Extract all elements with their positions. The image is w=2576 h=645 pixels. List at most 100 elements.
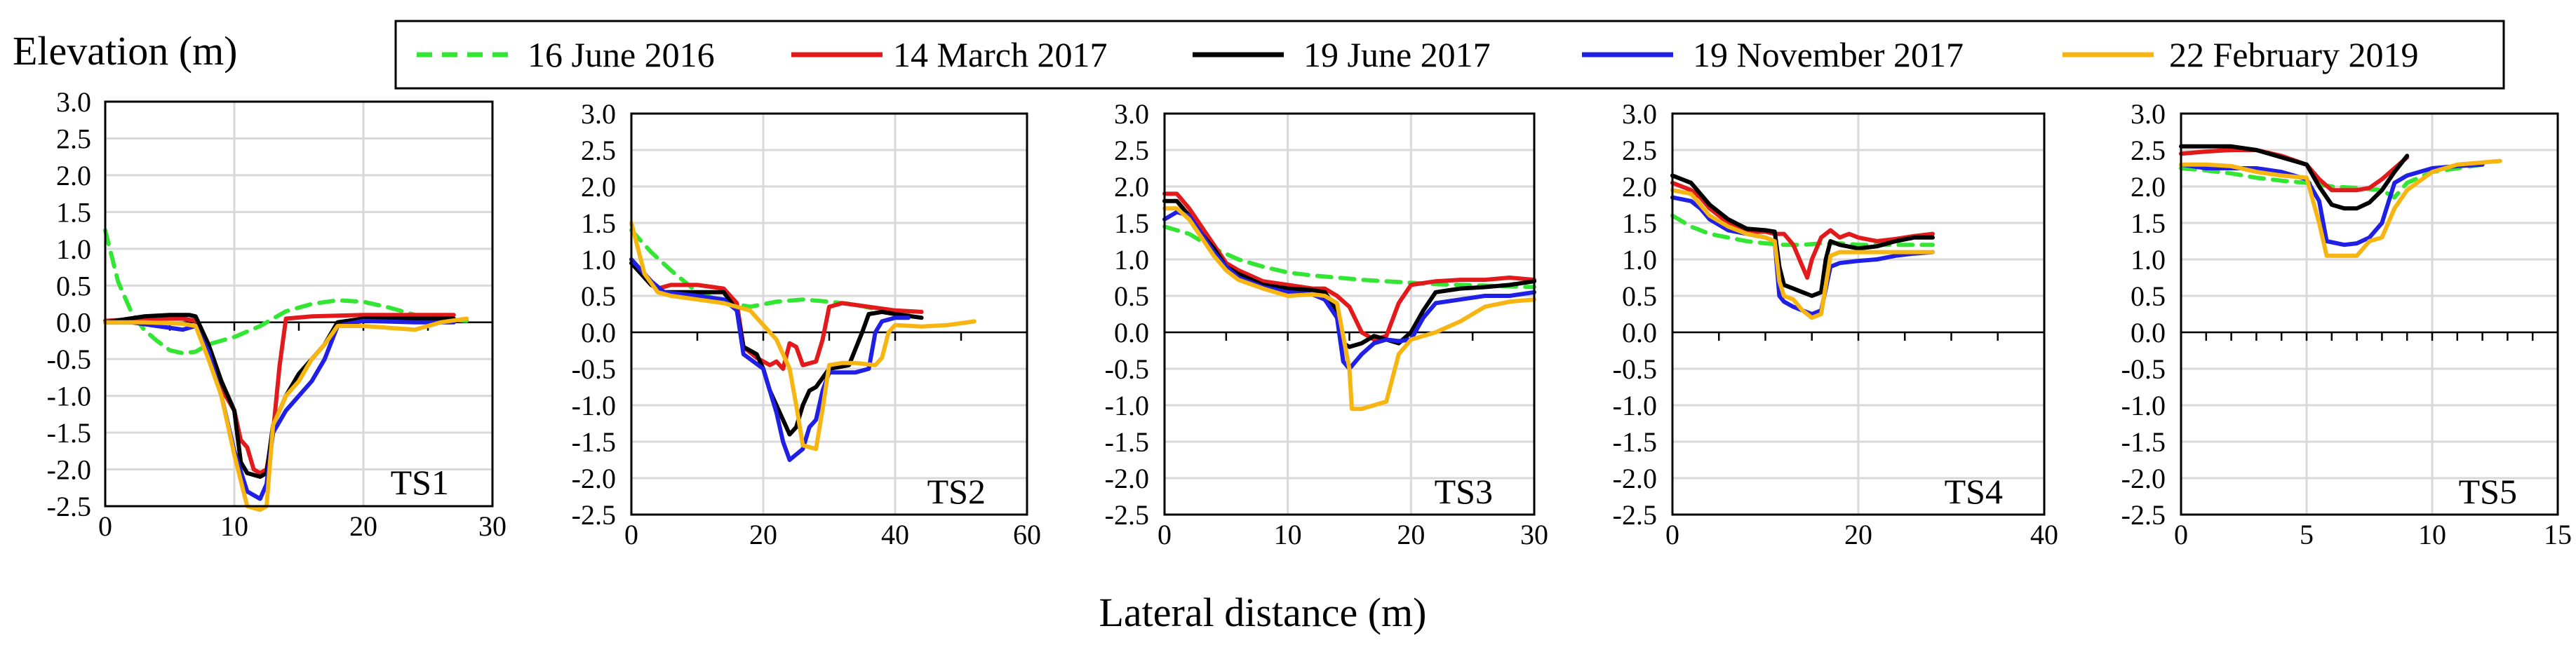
panel-ts2: -2.5 -2.0 -1.5 -1.0 -0.5 0.0 0.5 1.0 1.5 2.0 2.5 3.… (572, 98, 1041, 550)
y-tick-label: 1.0 (2131, 244, 2166, 276)
series-line (629, 257, 924, 371)
y-tick-label: -2.0 (2121, 463, 2166, 494)
y-tick-label: 2.0 (2131, 171, 2166, 203)
y-tick-label: 1.0 (56, 233, 91, 265)
x-tick-label: 30 (1520, 519, 1548, 550)
y-tick-label: 2.5 (581, 135, 616, 166)
x-tick-label: 20 (349, 510, 377, 542)
x-tick-label: 10 (2418, 519, 2446, 550)
y-tick-label: 3.0 (1622, 98, 1657, 130)
series-line (629, 257, 911, 462)
series-line (2179, 144, 2410, 211)
x-tick-label: 20 (749, 519, 777, 550)
x-tick-label: 60 (1013, 519, 1041, 550)
legend-label: 14 March 2017 (893, 35, 1108, 74)
y-tick-label: 1.0 (1622, 244, 1657, 276)
y-tick-label: -2.0 (572, 463, 616, 494)
y-tick-label: -1.5 (2121, 426, 2166, 458)
legend-label: 19 June 2017 (1303, 35, 1491, 74)
x-tick-label: 10 (220, 510, 248, 542)
x-tick-label: 10 (1274, 519, 1302, 550)
x-tick-label: 0 (1158, 519, 1172, 550)
x-tick-label: 5 (2300, 519, 2314, 550)
series-line (1670, 195, 1935, 316)
legend-entry: 16 June 2016 (417, 35, 715, 74)
y-tick-label: 1.0 (581, 244, 616, 276)
y-tick-label: 1.5 (1622, 208, 1657, 239)
x-tick-label: 30 (478, 510, 507, 542)
y-tick-label: -1.5 (47, 417, 91, 449)
x-tick-label: 20 (1397, 519, 1425, 550)
series-line (103, 316, 469, 512)
x-tick-label: 20 (1844, 519, 1872, 550)
y-tick-label: -1.0 (47, 381, 91, 412)
series-line (103, 228, 469, 355)
panel-label: TS3 (1435, 472, 1493, 511)
y-tick-label: 0.5 (1622, 280, 1657, 312)
y-tick-label: -1.5 (1105, 426, 1149, 458)
y-tick-label: 0.0 (1114, 317, 1149, 348)
y-tick-label: -2.5 (2121, 499, 2166, 531)
y-tick-label: -2.5 (1613, 499, 1657, 531)
plot-frame (2180, 112, 2559, 516)
y-tick-label: -0.5 (2121, 353, 2166, 385)
series-line (2179, 148, 2410, 193)
series-line (1670, 173, 1935, 298)
y-tick-label: -0.5 (572, 353, 616, 385)
y-tick-label: 2.5 (2131, 135, 2166, 166)
legend-label: 16 June 2016 (528, 35, 715, 74)
y-tick-label: 2.5 (1114, 135, 1149, 166)
x-tick-label: 0 (2174, 519, 2188, 550)
legend-label: 19 November 2017 (1693, 35, 1964, 74)
plot-frame (104, 100, 494, 508)
y-axis-title: Elevation (m) (13, 28, 238, 74)
y-tick-label: 1.5 (581, 208, 616, 239)
panel-ts5: -2.5 -2.0 -1.5 -1.0 -0.5 0.0 0.5 1.0 1.5 2.0 2.5 3.… (2121, 98, 2572, 550)
y-tick-label: 1.5 (1114, 208, 1149, 239)
legend-frame (394, 20, 2505, 90)
y-tick-label: -2.5 (572, 499, 616, 531)
y-tick-label: 2.0 (581, 171, 616, 203)
series-line (2179, 158, 2502, 258)
panel-label: TS4 (1945, 472, 2003, 511)
y-tick-label: 1.0 (1114, 244, 1149, 276)
y-tick-label: 0.5 (56, 270, 91, 301)
x-tick-label: 40 (2030, 519, 2058, 550)
plot-frame (1163, 112, 1536, 516)
x-tick-label: 40 (881, 519, 909, 550)
x-tick-label: 0 (624, 519, 638, 550)
y-tick-label: 3.0 (56, 86, 91, 118)
y-tick-label: 2.0 (1622, 171, 1657, 203)
series-line (1162, 206, 1536, 412)
x-axis-title: Lateral distance (m) (1099, 590, 1427, 635)
legend-entry: 22 February 2019 (2062, 35, 2419, 74)
y-tick-label: 3.0 (1114, 98, 1149, 130)
legend-entry: 19 June 2017 (1193, 35, 1491, 74)
series-line (1162, 224, 1536, 290)
y-tick-label: 3.0 (581, 98, 616, 130)
y-tick-label: -2.0 (1105, 463, 1149, 494)
y-tick-label: -1.0 (572, 390, 616, 421)
y-tick-label: 2.5 (56, 123, 91, 154)
y-tick-label: 2.0 (56, 160, 91, 191)
y-tick-label: 0.0 (1622, 317, 1657, 348)
y-tick-label: -0.5 (1613, 353, 1657, 385)
legend-entry: 19 November 2017 (1582, 35, 1964, 74)
plot-frame (630, 112, 1028, 516)
y-tick-label: 0.5 (2131, 280, 2166, 312)
series-line (1670, 188, 1935, 320)
y-tick-label: -1.5 (1613, 426, 1657, 458)
panel-ts3: -2.5 -2.0 -1.5 -1.0 -0.5 0.0 0.5 1.0 1.5 2.0 2.5 3.… (1105, 98, 1548, 550)
panel-label: TS2 (927, 472, 986, 511)
series-line (1162, 191, 1536, 342)
y-tick-label: 0.0 (581, 317, 616, 348)
y-tick-label: -0.5 (1105, 353, 1149, 385)
y-tick-label: 3.0 (2131, 98, 2166, 130)
series-line (629, 221, 977, 452)
y-tick-label: -2.0 (1613, 463, 1657, 494)
panel-ts4: -2.5 -2.0 -1.5 -1.0 -0.5 0.0 0.5 1.0 1.5 2.0 2.5 3.… (1613, 98, 2058, 550)
y-tick-label: 1.5 (56, 196, 91, 228)
y-tick-label: 0.0 (2131, 317, 2166, 348)
series-line (1670, 180, 1935, 280)
